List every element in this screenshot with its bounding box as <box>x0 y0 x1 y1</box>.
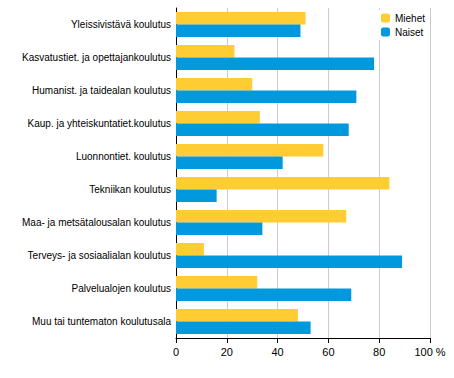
svg-text:Terveys- ja sosiaalialan koulu: Terveys- ja sosiaalialan koulutus <box>28 250 171 261</box>
svg-text:80: 80 <box>373 346 385 358</box>
svg-text:Kasvatustiet. ja opettajankoul: Kasvatustiet. ja opettajankoulutus <box>22 52 171 63</box>
svg-text:Miehet: Miehet <box>395 13 425 24</box>
svg-text:Palvelualojen koulutus: Palvelualojen koulutus <box>71 283 171 294</box>
svg-text:Humanist. ja taidealan koulutu: Humanist. ja taidealan koulutus <box>32 85 171 96</box>
svg-text:0: 0 <box>173 346 179 358</box>
svg-text:Muu tai tuntematon koulutusala: Muu tai tuntematon koulutusala <box>32 316 171 327</box>
svg-text:100 %: 100 % <box>414 346 445 358</box>
svg-text:20: 20 <box>221 346 233 358</box>
svg-text:40: 40 <box>271 346 283 358</box>
svg-text:Luonnontiet. koulutus: Luonnontiet. koulutus <box>76 151 171 162</box>
svg-text:Tekniikan koulutus: Tekniikan koulutus <box>89 184 171 195</box>
svg-text:Naiset: Naiset <box>395 27 424 38</box>
svg-text:Maa- ja metsätalousalan koulut: Maa- ja metsätalousalan koulutus <box>22 217 171 228</box>
svg-text:Kaup. ja yhteiskuntatiet.koulu: Kaup. ja yhteiskuntatiet.koulutus <box>28 118 171 129</box>
svg-text:Yleissivistävä koulutus: Yleissivistävä koulutus <box>71 19 171 30</box>
svg-text:60: 60 <box>322 346 334 358</box>
